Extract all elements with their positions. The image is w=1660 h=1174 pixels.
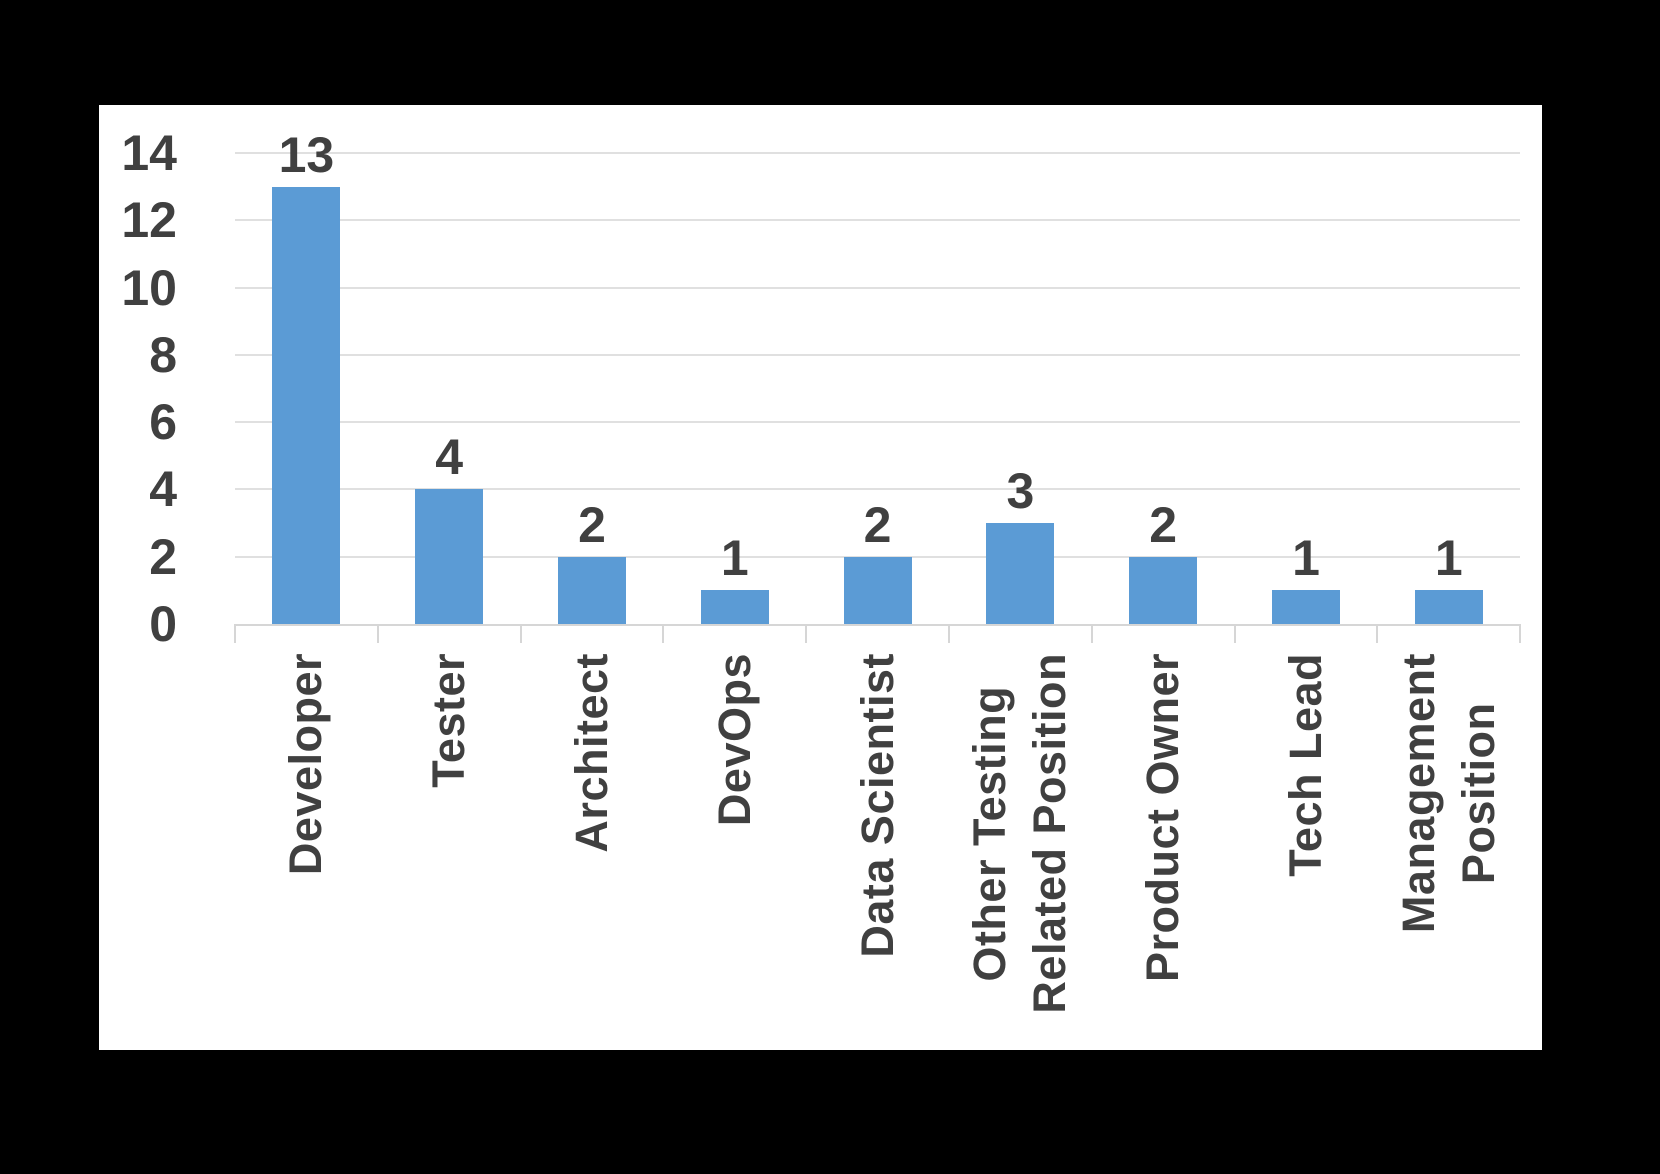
bar: [558, 556, 626, 624]
y-axis-tick-label: 0: [149, 596, 177, 652]
bar-value-label: 3: [1006, 463, 1035, 520]
category-label: Product Owner: [1137, 653, 1189, 983]
gridline-y4: [235, 488, 1521, 491]
y-axis-tick-label: 8: [149, 326, 177, 383]
y-axis-tick-label: 6: [149, 394, 177, 451]
bar: [700, 590, 769, 624]
y-axis-tick-label: 14: [121, 125, 177, 182]
category-label: Tester: [423, 653, 475, 788]
category-label-box: Data Scientist: [806, 653, 949, 1048]
bar: [1272, 590, 1340, 624]
category-label: Tech Lead: [1279, 653, 1331, 877]
x-axis-tick-mark: [1090, 624, 1093, 643]
bar-value-label: 1: [1434, 530, 1463, 587]
gridline-y10: [235, 286, 1521, 289]
bar: [272, 186, 341, 624]
y-axis-tick-label: 4: [149, 461, 177, 518]
bar-value-label: 2: [578, 496, 606, 553]
bar-chart: 0 2 4 6 8 10 12 14 13 Developer 4 Tester 2 Architect 1…: [99, 105, 1542, 1050]
x-axis-tick-mark: [376, 624, 379, 643]
bar-value-label: 13: [278, 126, 335, 183]
x-axis-tick-mark: [805, 624, 808, 643]
bar: [415, 489, 484, 624]
y-axis-tick-label: 2: [149, 528, 177, 585]
gridline-y8: [235, 353, 1521, 356]
category-label: Other Testing Related Position: [964, 653, 1076, 1014]
gridline-y12: [235, 219, 1521, 222]
y-axis-tick-label: 10: [121, 259, 177, 316]
bar-value-label: 1: [1292, 530, 1320, 587]
category-label: Developer: [280, 653, 332, 876]
category-label: Management Position: [1392, 653, 1504, 934]
category-label: Data Scientist: [851, 653, 903, 958]
bar-value-label: 4: [435, 429, 464, 486]
category-label-box: DevOps: [663, 653, 806, 1048]
category-label-box: Architect: [521, 653, 664, 1048]
bar-value-label: 2: [863, 496, 892, 553]
x-axis-tick-mark: [662, 624, 665, 643]
category-label-box: Tester: [378, 653, 521, 1048]
y-axis-tick-label: 12: [121, 192, 177, 249]
bar: [1414, 590, 1483, 624]
bar: [1129, 556, 1198, 624]
bar: [986, 523, 1055, 624]
x-axis-tick-mark: [948, 624, 950, 643]
bar-value-label: 1: [720, 530, 749, 587]
category-label-box: Tech Lead: [1235, 653, 1378, 1048]
category-label-box: Product Owner: [1092, 653, 1235, 1048]
category-label: Architect: [565, 653, 617, 853]
x-axis-tick-mark: [1233, 624, 1236, 643]
category-label-box: Developer: [235, 653, 378, 1048]
gridline-y14: [235, 152, 1521, 155]
category-label-box: Other Testing Related Position: [949, 653, 1092, 1048]
x-axis-tick-mark: [519, 624, 522, 643]
bar-value-label: 2: [1149, 496, 1178, 553]
gridline-y6: [235, 421, 1521, 424]
bar: [843, 556, 912, 624]
category-label: DevOps: [708, 653, 760, 827]
x-axis-line: [235, 624, 1521, 626]
x-axis-tick-mark: [1376, 624, 1379, 643]
x-axis-tick-mark: [234, 624, 236, 643]
category-label-box: Management Position: [1377, 653, 1520, 1048]
x-axis-tick-mark: [1519, 624, 1522, 643]
